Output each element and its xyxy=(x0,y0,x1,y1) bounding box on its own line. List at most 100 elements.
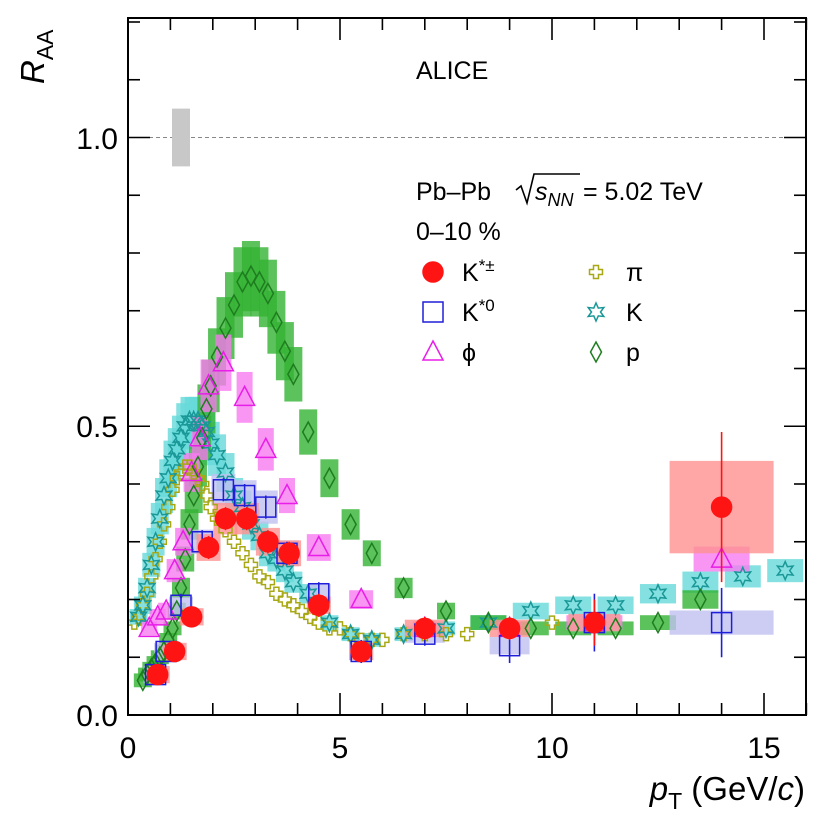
point-k xyxy=(275,559,295,582)
sys-box-phi xyxy=(236,371,253,423)
point-k xyxy=(563,594,583,617)
point-p xyxy=(219,316,232,340)
point-pi xyxy=(235,546,250,561)
sys-box-p xyxy=(362,540,381,567)
point-kstar_pm xyxy=(257,531,279,553)
sys-box-k xyxy=(555,596,592,615)
point-pi xyxy=(277,592,293,607)
sys-box-p xyxy=(437,602,455,620)
point-p xyxy=(365,541,379,565)
point-phi xyxy=(188,425,212,447)
legend-entry-phi: ϕ xyxy=(421,339,476,367)
point-pi xyxy=(375,632,390,648)
sys-box-p xyxy=(172,577,190,599)
y-axis-label: RAA xyxy=(14,29,58,84)
point-p xyxy=(566,616,580,640)
point-p xyxy=(183,512,196,536)
point-phi xyxy=(254,436,278,459)
point-pi xyxy=(190,470,206,486)
point-k xyxy=(129,605,149,628)
point-p xyxy=(204,374,218,398)
point-pi xyxy=(252,569,267,584)
point-p xyxy=(651,611,665,635)
sys-box-p xyxy=(284,347,303,402)
collision-system-label: Pb–Pb sNN = 5.02 TeV xyxy=(416,173,703,210)
point-p xyxy=(136,668,150,692)
point-k xyxy=(207,444,227,466)
point-kstar_pm xyxy=(710,496,733,518)
point-p xyxy=(227,293,241,317)
sys-box-k xyxy=(767,559,804,583)
point-k xyxy=(192,415,212,438)
point-p xyxy=(524,616,538,640)
point-p xyxy=(270,310,283,334)
point-kstar_pm xyxy=(235,507,258,530)
point-kstar_pm xyxy=(197,536,220,559)
sys-box-phi xyxy=(349,590,374,609)
sys-box-p xyxy=(320,459,339,498)
point-kstar_pm xyxy=(350,640,372,663)
sys-box-phi xyxy=(215,334,232,391)
legend-label-p: p xyxy=(626,339,640,367)
legend-marker-p xyxy=(589,340,603,364)
point-kstar0 xyxy=(710,611,733,634)
legend-symbol-k xyxy=(586,301,606,323)
point-pi xyxy=(148,551,163,567)
sys-box-phi xyxy=(257,428,274,471)
sys-box-k xyxy=(597,596,634,615)
point-kstar_pm xyxy=(498,617,521,640)
experiment-label: ALICE xyxy=(416,57,488,85)
point-p xyxy=(344,512,357,536)
point-p xyxy=(244,264,258,288)
point-k xyxy=(690,571,710,594)
legend-marker-kstar0 xyxy=(422,301,444,323)
point-pi xyxy=(199,488,214,503)
x-tick-label: 5 xyxy=(332,732,349,765)
legend-entry-k: K xyxy=(586,299,643,327)
point-k xyxy=(146,530,166,553)
point-pi xyxy=(294,603,310,619)
point-phi xyxy=(307,534,331,557)
y-tick-label: 0.0 xyxy=(76,700,118,733)
legend-entry-pi: π xyxy=(588,259,643,287)
point-phi xyxy=(171,529,195,551)
point-phi xyxy=(349,586,373,609)
point-p xyxy=(178,547,192,571)
legend-marker-phi xyxy=(421,339,445,361)
energy-value-label: = 5.02 TeV xyxy=(583,178,703,206)
legend-entry-p: p xyxy=(589,339,640,367)
sys-box-phi xyxy=(306,534,331,561)
point-phi xyxy=(212,350,235,372)
point-k xyxy=(171,426,191,449)
point-pi xyxy=(161,499,176,515)
point-phi xyxy=(233,384,256,407)
x-tick-labels: 0 5 10 15 xyxy=(120,732,781,765)
centrality-label: 0–10 % xyxy=(416,218,501,246)
y-tick-label: 1.0 xyxy=(76,123,118,156)
point-k xyxy=(436,617,456,640)
point-p xyxy=(323,466,336,490)
legend: K*± K*0 ϕ π K p xyxy=(421,256,643,367)
point-phi xyxy=(197,373,220,395)
legend-symbol-pi xyxy=(588,264,604,280)
sys-box-p xyxy=(682,590,719,609)
point-p xyxy=(200,397,213,421)
point-phi xyxy=(180,459,203,482)
sqrt-symbol xyxy=(515,173,580,206)
legend-label-kstar0: K*0 xyxy=(462,296,495,327)
sys-box-p xyxy=(640,615,676,630)
point-pi xyxy=(286,598,301,613)
point-pi xyxy=(544,615,560,630)
point-pi xyxy=(459,626,475,642)
point-k xyxy=(283,571,303,594)
data-markers xyxy=(127,264,795,692)
point-k xyxy=(606,594,626,617)
x-tick-label: 0 xyxy=(120,732,137,765)
legend-label-kstar-pm: K*± xyxy=(462,256,495,287)
legend-label-phi: ϕ xyxy=(462,339,476,367)
normalization-uncertainty-box xyxy=(172,108,190,167)
legend-label-k: K xyxy=(626,299,643,327)
series-kstar_pm xyxy=(146,432,733,686)
point-kstar_pm xyxy=(414,617,436,640)
